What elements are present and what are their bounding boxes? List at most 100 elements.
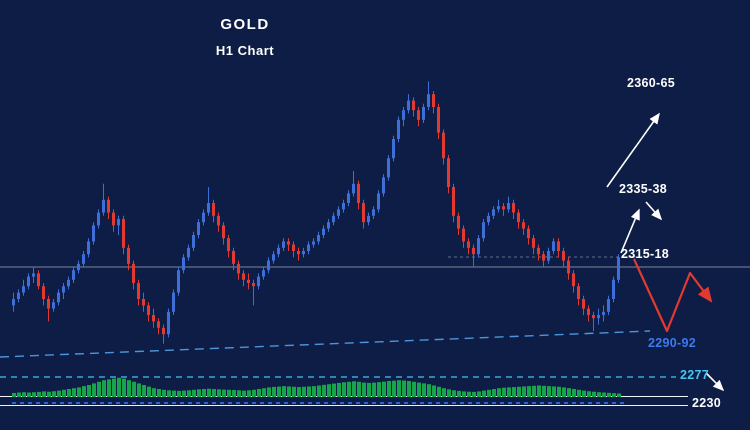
oscillator-bar — [197, 389, 201, 397]
candle-body — [72, 270, 75, 280]
candle-body — [252, 283, 255, 287]
oscillator-bar — [602, 392, 606, 397]
candle-body — [437, 107, 440, 133]
candle-body — [222, 225, 225, 239]
candle-body — [587, 308, 590, 315]
projection-arrow-to-2335 — [620, 208, 640, 254]
oscillator-bar — [72, 388, 76, 397]
candle-body — [592, 315, 595, 319]
resistance-label-2335: 2335-38 — [619, 182, 667, 196]
breakout-label-2315: 2315-18 — [621, 247, 669, 261]
pullback-support-label-2290: 2290-92 — [648, 336, 696, 350]
candle-body — [617, 257, 620, 280]
oscillator-bar — [132, 381, 136, 397]
oscillator-bar — [462, 391, 466, 397]
candle-body — [172, 292, 175, 312]
candle-body — [522, 222, 525, 229]
oscillator-bar — [467, 391, 471, 397]
oscillator-bar — [592, 391, 596, 397]
oscillator-bar — [337, 382, 341, 397]
candle-body — [287, 241, 290, 245]
candle-body — [362, 203, 365, 223]
candle-body — [12, 299, 15, 306]
oscillator-bar — [527, 386, 531, 397]
oscillator-bar — [92, 383, 96, 397]
candle-body — [357, 183, 360, 203]
oscillator-bar — [567, 388, 571, 397]
oscillator-bar — [377, 382, 381, 397]
oscillator-bar — [382, 381, 386, 397]
oscillator-bar — [347, 381, 351, 397]
candle-body — [537, 247, 540, 255]
oscillator-bar — [242, 390, 246, 397]
candle-body — [582, 299, 585, 309]
candle-body — [212, 203, 215, 216]
oscillator-bar — [472, 391, 476, 397]
oscillator-bar — [312, 386, 316, 397]
projection-arrow-to-2360 — [606, 112, 660, 188]
oscillator-bar — [97, 381, 101, 397]
oscillator-bar — [12, 393, 16, 397]
chart-timeframe-title: H1 Chart — [215, 43, 275, 58]
candle-body — [392, 139, 395, 159]
oscillator-bar — [17, 392, 21, 397]
candle-body — [347, 193, 350, 203]
candle-body — [272, 254, 275, 261]
candle-body — [47, 299, 50, 309]
candle-body — [602, 311, 605, 315]
oscillator-bar — [407, 381, 411, 397]
oscillator-bar — [57, 390, 61, 397]
candle-body — [232, 251, 235, 264]
candle-body — [322, 228, 325, 235]
candle-body — [442, 132, 445, 159]
oscillator-bar — [507, 387, 511, 397]
candle-body — [472, 247, 475, 255]
arrow-to-2230 — [705, 372, 725, 392]
oscillator-bar — [537, 385, 541, 397]
oscillator-bar — [292, 386, 296, 397]
oscillator-bar — [372, 382, 376, 397]
candle-body — [517, 212, 520, 223]
candle-body — [277, 247, 280, 255]
oscillator-bar — [322, 384, 326, 397]
oscillator-bar — [617, 393, 621, 397]
oscillator-bar — [352, 381, 356, 397]
oscillator-bar — [362, 382, 366, 397]
oscillator-bar — [217, 389, 221, 397]
oscillator-bar — [367, 382, 371, 397]
oscillator-bar — [512, 387, 516, 397]
oscillator-bar — [577, 389, 581, 397]
candle-body — [547, 251, 550, 261]
oscillator-bar — [277, 386, 281, 397]
candle-body — [377, 193, 380, 210]
candle-body — [192, 235, 195, 248]
oscillator-bar — [572, 389, 576, 397]
pullback-projection-path — [633, 258, 713, 333]
oscillator-bar — [227, 389, 231, 397]
candle-body — [292, 244, 295, 251]
oscillator-bar — [167, 390, 171, 397]
oscillator-bar — [532, 385, 536, 397]
oscillator-bar — [117, 377, 121, 397]
oscillator-bar — [222, 389, 226, 397]
candle-body — [557, 241, 560, 251]
oscillator-bar — [187, 390, 191, 397]
candle-body — [527, 228, 530, 239]
candle-body — [432, 94, 435, 107]
oscillator-bar — [172, 390, 176, 397]
oscillator-bar — [37, 391, 41, 397]
candle-body — [297, 251, 300, 255]
candle-body — [312, 241, 315, 245]
candle-body — [302, 251, 305, 255]
oscillator-bar — [207, 388, 211, 397]
candle-body — [402, 110, 405, 120]
candle-body — [382, 177, 385, 194]
oscillator-bar — [332, 383, 336, 397]
oscillator-bar — [107, 379, 111, 397]
ascending-trendline — [0, 330, 651, 358]
candle-body — [342, 203, 345, 210]
candle-body — [397, 119, 400, 139]
candle-body — [197, 222, 200, 235]
oscillator-bar — [152, 388, 156, 397]
candle-body — [447, 158, 450, 187]
